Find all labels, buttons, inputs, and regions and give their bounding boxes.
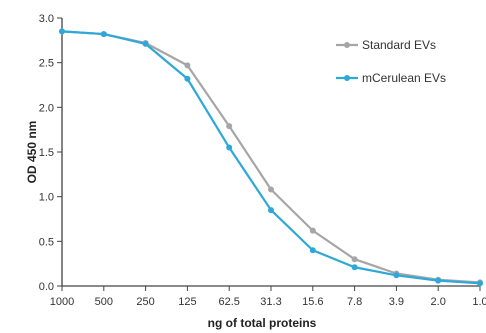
data-point bbox=[268, 186, 274, 193]
axes bbox=[61, 18, 480, 287]
legend-item: Standard EVs bbox=[336, 38, 436, 52]
x-tick-label: 2.0 bbox=[431, 296, 446, 308]
x-axis-title: ng of total proteins bbox=[208, 316, 317, 330]
data-point bbox=[309, 227, 316, 234]
legend: Standard EVs mCerulean EVs bbox=[336, 38, 446, 85]
data-point bbox=[268, 207, 274, 214]
data-point bbox=[142, 40, 149, 47]
x-tick-label: 500 bbox=[95, 296, 113, 308]
y-tick-label: 2.5 bbox=[39, 58, 54, 70]
y-tick-label: 2.0 bbox=[39, 102, 54, 114]
legend-marker bbox=[344, 75, 350, 81]
y-tick-label: 1.5 bbox=[39, 147, 54, 159]
data-point bbox=[393, 272, 400, 279]
series-standard-evs bbox=[59, 28, 483, 286]
data-point bbox=[59, 28, 65, 35]
x-tick-label: 1.0 bbox=[472, 296, 486, 308]
x-axis-ticks: 1000 500 250 125 62.5 31.3 15.6 7.8 3.9 2.0 1.0 bbox=[50, 286, 486, 308]
data-point bbox=[226, 144, 233, 151]
data-point bbox=[100, 31, 107, 38]
data-point bbox=[226, 123, 233, 130]
series-layer bbox=[59, 28, 483, 287]
legend-item: mCerulean EVs bbox=[336, 71, 446, 85]
data-point bbox=[184, 62, 191, 69]
series-line bbox=[61, 30, 481, 285]
legend-label: Standard EVs bbox=[362, 38, 436, 52]
x-tick-label: 1000 bbox=[50, 296, 74, 308]
y-tick-label: 0.0 bbox=[39, 281, 54, 293]
data-point bbox=[477, 280, 483, 287]
series-mcerulean-evs bbox=[59, 28, 483, 287]
y-tick-label: 0.5 bbox=[39, 236, 54, 248]
data-point bbox=[184, 75, 191, 82]
x-tick-label: 125 bbox=[178, 296, 196, 308]
data-point bbox=[309, 247, 316, 254]
x-tick-label: 7.8 bbox=[347, 296, 362, 308]
y-axis-title: OD 450 nm bbox=[25, 121, 39, 184]
y-axis-ticks: 0.0 0.5 1.0 1.5 2.0 2.5 3.0 bbox=[39, 13, 62, 293]
data-point bbox=[351, 264, 358, 271]
series-line bbox=[61, 30, 481, 284]
x-tick-label: 62.5 bbox=[218, 296, 239, 308]
data-point bbox=[351, 256, 358, 263]
x-tick-label: 15.6 bbox=[302, 296, 323, 308]
y-tick-label: 3.0 bbox=[39, 13, 54, 25]
x-tick-label: 31.3 bbox=[260, 296, 281, 308]
x-tick-label: 250 bbox=[136, 296, 154, 308]
legend-label: mCerulean EVs bbox=[362, 71, 446, 85]
x-tick-label: 3.9 bbox=[389, 296, 404, 308]
y-tick-label: 1.0 bbox=[39, 192, 54, 204]
legend-marker bbox=[344, 42, 350, 48]
data-point bbox=[435, 277, 442, 284]
